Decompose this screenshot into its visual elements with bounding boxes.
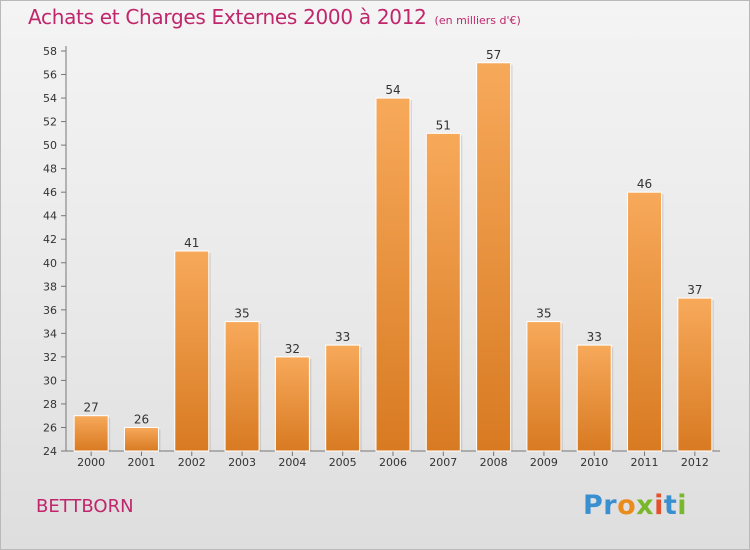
chart-subtitle: (en milliers d'€) bbox=[434, 14, 521, 27]
y-tick-label: 26 bbox=[43, 421, 57, 434]
logo-part-2: o bbox=[617, 490, 637, 521]
bars bbox=[73, 62, 714, 452]
bar bbox=[375, 97, 411, 452]
data-labels: 27 26 41 35 32 33 54 51 57 35 33 46 37 bbox=[84, 48, 703, 427]
y-tick-label: 38 bbox=[43, 280, 57, 293]
y-tick-label: 50 bbox=[43, 139, 57, 152]
y-tick-label: 36 bbox=[43, 304, 57, 317]
data-label: 41 bbox=[184, 236, 199, 250]
logo-part-6: i bbox=[677, 490, 688, 521]
y-tick-label: 32 bbox=[43, 351, 57, 364]
bar bbox=[274, 356, 310, 452]
data-label: 51 bbox=[436, 118, 451, 132]
y-tick-label: 44 bbox=[43, 210, 57, 223]
bar bbox=[576, 344, 612, 452]
bar bbox=[526, 321, 562, 452]
x-tick-label: 2010 bbox=[580, 456, 608, 469]
bar bbox=[627, 191, 663, 452]
place-name: BETTBORN bbox=[36, 496, 134, 517]
x-tick-label: 2006 bbox=[379, 456, 407, 469]
bar bbox=[476, 62, 512, 452]
data-label: 57 bbox=[486, 48, 501, 62]
x-tick-label: 2012 bbox=[681, 456, 709, 469]
y-tick-label: 56 bbox=[43, 69, 57, 82]
x-tick-label: 2004 bbox=[278, 456, 306, 469]
y-tick-label: 30 bbox=[43, 374, 57, 387]
x-tick-label: 2001 bbox=[127, 456, 155, 469]
proxiti-logo[interactable]: Proxiti bbox=[583, 490, 687, 521]
bar bbox=[224, 321, 260, 452]
bar bbox=[425, 132, 461, 452]
y-tick-label: 42 bbox=[43, 233, 57, 246]
x-tick-label: 2007 bbox=[429, 456, 457, 469]
y-tick-label: 52 bbox=[43, 116, 57, 129]
y-tick-label: 28 bbox=[43, 398, 57, 411]
bar bbox=[123, 426, 159, 452]
y-tick-label: 54 bbox=[43, 92, 57, 105]
bar bbox=[174, 250, 210, 452]
data-label: 37 bbox=[687, 283, 702, 297]
x-tick-label: 2009 bbox=[530, 456, 558, 469]
data-label: 54 bbox=[385, 83, 400, 97]
data-label: 32 bbox=[285, 342, 300, 356]
logo-part-1: Pr bbox=[583, 490, 618, 521]
bar bbox=[677, 297, 713, 452]
x-tick-label: 2002 bbox=[178, 456, 206, 469]
x-tick-label: 2011 bbox=[631, 456, 659, 469]
y-tick-label: 46 bbox=[43, 186, 57, 199]
data-label: 33 bbox=[587, 330, 602, 344]
y-tick-label: 34 bbox=[43, 327, 57, 340]
chart-title-text: Achats et Charges Externes 2000 à 2012 bbox=[28, 5, 427, 29]
data-label: 35 bbox=[234, 307, 249, 321]
y-tick-label: 40 bbox=[43, 257, 57, 270]
chart-title: Achats et Charges Externes 2000 à 2012 (e… bbox=[28, 5, 521, 29]
data-label: 27 bbox=[84, 401, 99, 415]
x-tick-label: 2003 bbox=[228, 456, 256, 469]
data-label: 46 bbox=[637, 177, 652, 191]
y-tick-label: 58 bbox=[43, 45, 57, 58]
data-label: 26 bbox=[134, 412, 149, 426]
data-label: 35 bbox=[536, 307, 551, 321]
logo-part-4: i bbox=[654, 490, 664, 521]
logo-part-3: x bbox=[636, 490, 655, 521]
x-tick-label: 2000 bbox=[77, 456, 105, 469]
logo-part-5: t bbox=[663, 490, 678, 521]
x-tick-label: 2008 bbox=[480, 456, 508, 469]
x-tick-label: 2005 bbox=[329, 456, 357, 469]
y-tick-label: 48 bbox=[43, 163, 57, 176]
y-tick-label: 24 bbox=[43, 445, 57, 458]
data-label: 33 bbox=[335, 330, 350, 344]
bar bbox=[325, 344, 361, 452]
bar bbox=[73, 415, 109, 452]
